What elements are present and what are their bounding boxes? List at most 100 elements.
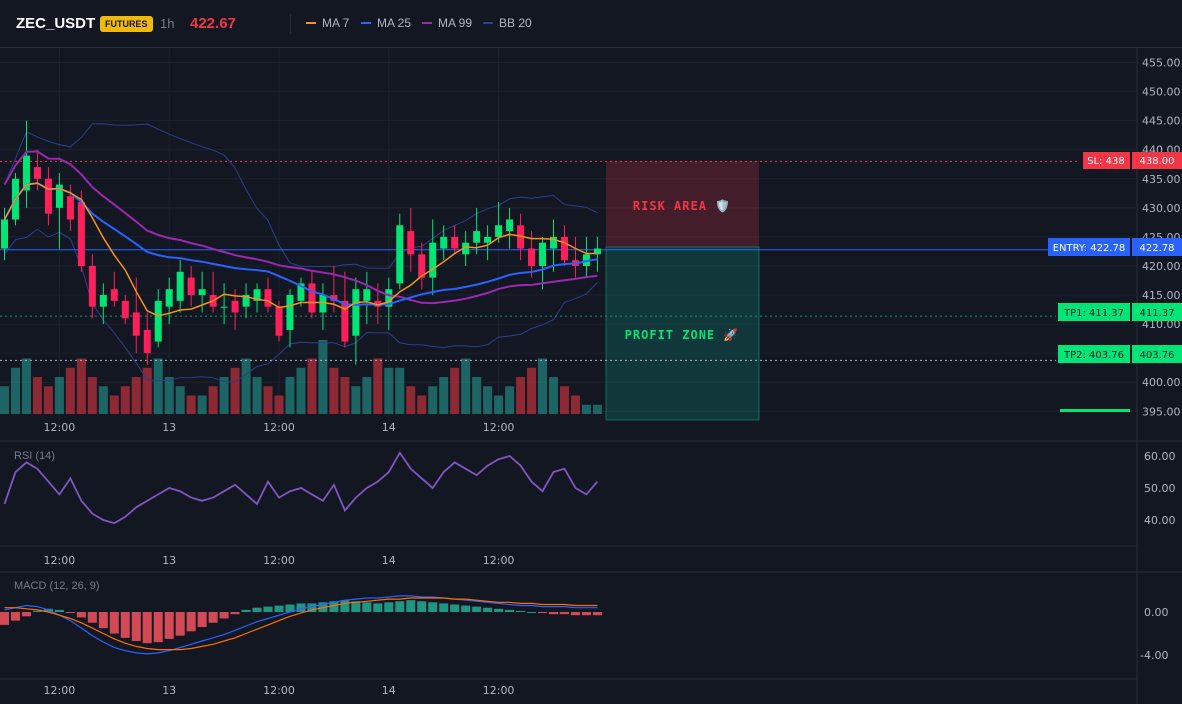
volume-bar <box>153 358 163 414</box>
legend-ma99[interactable]: MA 99 <box>422 16 472 30</box>
macd-hist-bar <box>472 606 482 612</box>
candle-body <box>198 289 206 296</box>
time-tick-2-3: 14 <box>382 684 396 697</box>
symbol-label[interactable]: ZEC_USDT <box>16 15 96 32</box>
macd-hist-bar <box>549 612 558 615</box>
macd-hist-bar <box>32 610 42 612</box>
volume-bar <box>32 377 42 414</box>
tp2-label: TP2: 403.76 <box>1063 350 1124 361</box>
legend-ma25[interactable]: MA 25 <box>361 16 411 30</box>
timeframe-label[interactable]: 1h <box>160 16 175 31</box>
macd-tick-neg4: -4.00 <box>1140 649 1168 662</box>
volume-bar <box>417 395 427 414</box>
volume-bar <box>472 377 482 414</box>
macd-hist-bar <box>538 612 548 614</box>
futures-badge: FUTURES <box>100 16 153 32</box>
macd-hist-bar <box>131 612 141 642</box>
time-tick-0-4: 12:00 <box>483 421 515 434</box>
chart-header: ZEC_USDT FUTURES 1h 422.67 MA 7 MA 25 MA… <box>0 0 1182 48</box>
candle-body <box>121 300 129 319</box>
macd-hist-bar <box>54 609 64 612</box>
candle-body <box>88 265 96 307</box>
tp2-value: 403.76 <box>1140 350 1175 361</box>
macd-line <box>4 595 598 655</box>
volume-bar <box>461 358 471 414</box>
macd-hist-bar <box>581 612 591 616</box>
candle-body <box>517 225 525 249</box>
candle-body <box>275 306 283 336</box>
bollinger-bands <box>4 123 598 383</box>
price-tick-395: 395.00 <box>1142 405 1181 418</box>
macd-hist-bar <box>395 601 405 612</box>
candle-body <box>264 289 272 307</box>
price-tick-410: 410.00 <box>1142 318 1181 331</box>
macd-hist-bar <box>307 603 317 612</box>
bb20-swatch <box>483 22 493 24</box>
legend-ma7[interactable]: MA 7 <box>306 16 349 30</box>
time-tick-1-0: 12:00 <box>44 554 76 567</box>
legend-ma25-label: MA 25 <box>377 16 412 30</box>
macd-hist-bar <box>428 602 438 612</box>
time-tick-0-3: 14 <box>382 421 396 434</box>
tp2-label-box <box>1058 345 1130 363</box>
macd-hist-bar <box>527 612 537 613</box>
candle-body <box>242 295 250 307</box>
macd-hist-bar <box>274 605 284 612</box>
macd-tick-0: 0.00 <box>1144 606 1169 619</box>
volume-bar <box>538 358 548 414</box>
volume-bar <box>505 386 515 414</box>
macd-hist-bar <box>76 612 86 618</box>
candle-body <box>77 202 85 266</box>
time-tick-2-0: 12:00 <box>44 684 76 697</box>
macd-hist-bar <box>0 612 9 625</box>
macd-hist-bar <box>21 612 31 617</box>
macd-hist-bar <box>494 608 504 612</box>
profit-zone-box <box>605 246 760 421</box>
tp1-value-box <box>1132 303 1182 321</box>
candle-body <box>154 300 162 342</box>
macd-hist-bar <box>417 601 427 612</box>
candlesticks[interactable] <box>1 120 601 365</box>
macd-hist-bar <box>197 612 207 628</box>
trade-levels <box>0 160 1080 361</box>
macd-hist-bar <box>10 612 20 621</box>
candle-body <box>33 167 41 179</box>
volume-bar <box>263 386 273 414</box>
candle-body <box>440 236 448 249</box>
time-tick-2-1: 13 <box>162 684 176 697</box>
grid-lines <box>0 48 1137 420</box>
candle-body <box>506 219 514 232</box>
volume-bar <box>21 358 31 414</box>
bb-upper-line <box>4 123 598 269</box>
candle-body <box>550 236 557 249</box>
volume-bar <box>120 386 130 414</box>
candle-body <box>187 277 195 296</box>
rsi-line <box>3 451 599 525</box>
rsi-tick-50: 50.00 <box>1144 482 1176 495</box>
volume-bar <box>570 395 580 414</box>
macd-signal-line <box>4 597 598 651</box>
volume-bar <box>373 358 383 414</box>
ma25-swatch <box>361 22 371 24</box>
candle-body <box>451 236 459 249</box>
macd-hist-bar <box>153 612 163 643</box>
volume-bar <box>219 377 229 414</box>
volume-bar <box>241 358 251 414</box>
candle-body <box>484 236 492 243</box>
volume-bar <box>318 340 328 414</box>
price-tick-445: 445.00 <box>1142 115 1181 128</box>
volume-bar <box>87 377 97 414</box>
rsi-panel <box>3 451 599 525</box>
candle-body <box>143 329 151 354</box>
level-price-labels: SL: 438 438.00 ENTRY: 422.78 422.78 TP1:… <box>1048 152 1182 412</box>
time-tick-0-2: 12:00 <box>263 421 295 434</box>
candle-body <box>462 242 470 255</box>
candle-body <box>330 295 338 301</box>
price-tick-430: 430.00 <box>1142 202 1181 215</box>
macd-hist-bar <box>285 604 295 612</box>
price-axis-ticks: 455.00450.00445.00440.00435.00430.00425.… <box>1142 57 1181 419</box>
candle-body <box>473 231 481 243</box>
tp1-label: TP1: 411.37 <box>1063 308 1124 319</box>
legend-bb20[interactable]: BB 20 <box>483 16 532 30</box>
